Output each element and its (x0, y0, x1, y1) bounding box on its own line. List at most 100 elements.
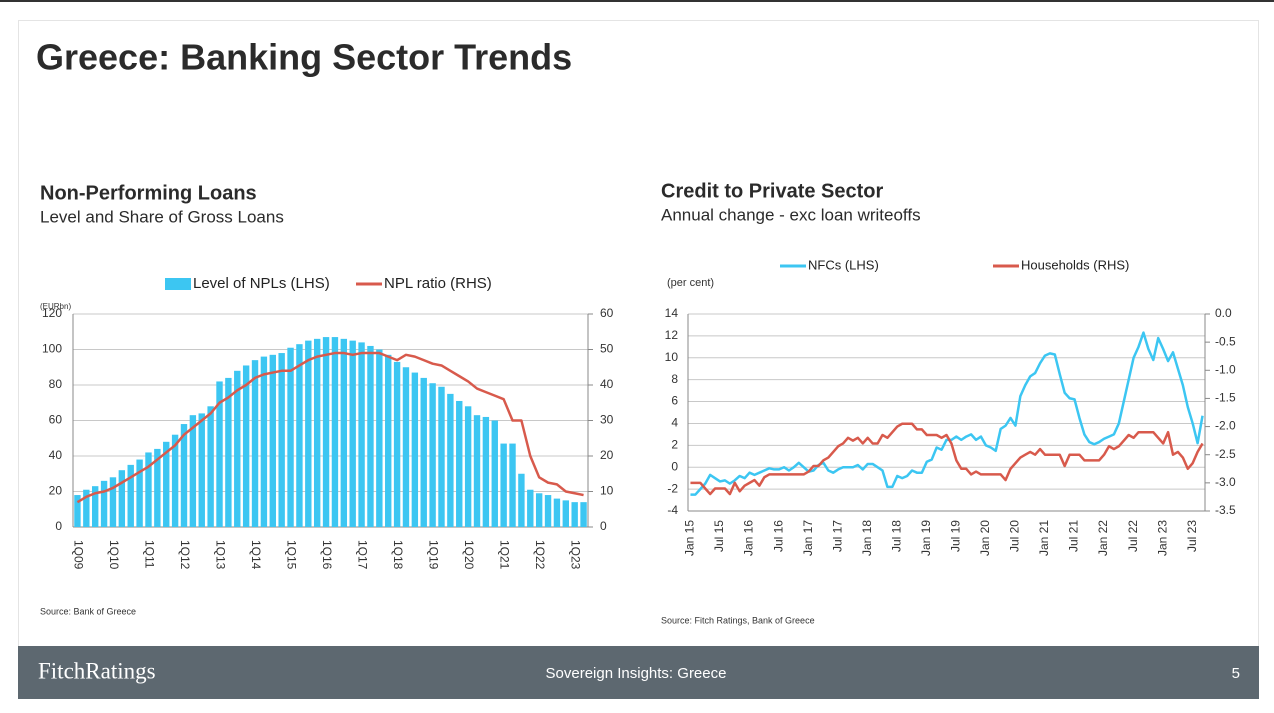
x-tick-label: Jan 19 (919, 520, 933, 556)
legend-label: NFCs (LHS) (808, 257, 879, 272)
bar (118, 470, 126, 527)
axis-unit: (EURbn) (40, 302, 71, 311)
source: Source: Bank of Greece (40, 606, 136, 616)
bar (544, 495, 552, 527)
y2-tick-label: 40 (600, 377, 614, 391)
y2-tick-label: -3.5 (1215, 503, 1236, 517)
x-tick-label: Jan 15 (683, 520, 697, 556)
bar (385, 354, 392, 527)
chart-subtitle: Level and Share of Gross Loans (40, 207, 284, 226)
bar (376, 349, 383, 527)
source: Source: Fitch Ratings, Bank of Greece (661, 615, 815, 625)
y-tick-label: 2 (671, 438, 678, 452)
bar (411, 372, 419, 527)
x-tick-label: Jul 22 (1126, 520, 1140, 552)
bar (136, 459, 143, 527)
y-tick-label: 100 (42, 342, 62, 356)
x-tick-label: 1Q14 (249, 540, 263, 570)
bar (429, 383, 436, 527)
y2-tick-label: -1.5 (1215, 391, 1236, 405)
y2-tick-label: -2.0 (1215, 419, 1236, 433)
legend-swatch (165, 278, 191, 290)
bar (269, 354, 276, 527)
chart-title: Non-Performing Loans (40, 182, 257, 204)
x-tick-label: Jan 21 (1037, 520, 1051, 556)
x-tick-label: 1Q09 (71, 540, 85, 570)
bar (535, 493, 543, 527)
y-tick-label: 14 (665, 306, 679, 320)
y-tick-label: 80 (49, 377, 63, 391)
bar (447, 393, 454, 527)
y-tick-label: 0 (55, 519, 62, 533)
bar (109, 477, 117, 527)
y2-tick-label: 30 (600, 413, 614, 427)
bar (349, 340, 356, 527)
y2-tick-label: 0.0 (1215, 306, 1232, 320)
footer-text: Sovereign Insights: Greece (546, 665, 727, 682)
bar (562, 500, 569, 527)
bar (171, 434, 179, 527)
x-tick-label: 1Q10 (107, 540, 121, 570)
y-tick-label: 10 (665, 350, 679, 364)
y-tick-label: 20 (49, 484, 63, 498)
x-tick-label: Jul 17 (830, 520, 844, 552)
bar (340, 338, 348, 527)
bar (242, 365, 250, 527)
y-tick-label: 6 (671, 394, 678, 408)
x-tick-label: Jul 15 (712, 520, 726, 552)
x-tick-label: 1Q18 (391, 540, 405, 570)
bar (83, 489, 90, 527)
bar (553, 498, 561, 527)
bar (322, 337, 330, 527)
y-tick-label: 4 (671, 416, 678, 430)
bar (260, 356, 268, 527)
bar (216, 381, 223, 527)
y2-tick-label: 20 (600, 448, 614, 462)
line (690, 422, 1204, 496)
y2-tick-label: -1.0 (1215, 362, 1236, 376)
bar (402, 367, 410, 527)
bar (225, 377, 232, 527)
x-tick-label: Jul 21 (1067, 520, 1081, 552)
bar (331, 337, 339, 527)
y2-tick-label: -3.0 (1215, 475, 1236, 489)
x-tick-label: Jul 16 (771, 520, 785, 552)
y-tick-label: 120 (42, 306, 62, 320)
legend-label: Households (RHS) (1021, 257, 1129, 272)
x-tick-label: 1Q13 (213, 540, 227, 570)
logo: FitchRatings (38, 658, 156, 683)
legend-label: NPL ratio (RHS) (384, 275, 492, 292)
bar (154, 448, 161, 527)
bar (580, 502, 587, 527)
bar (456, 400, 463, 527)
x-tick-label: 1Q21 (497, 540, 511, 570)
y2-tick-label: 60 (600, 306, 614, 320)
x-tick-label: 1Q19 (426, 540, 440, 570)
axis-unit: (per cent) (667, 277, 714, 289)
y-tick-label: 8 (671, 372, 678, 386)
bar (127, 464, 134, 527)
bar (571, 502, 578, 527)
bar (527, 489, 534, 527)
y-tick-label: 60 (49, 413, 63, 427)
bar (305, 340, 312, 527)
bar (287, 347, 294, 527)
x-tick-label: Jan 23 (1155, 520, 1169, 556)
bar (473, 415, 481, 527)
bar (509, 443, 516, 527)
bar (180, 424, 188, 527)
line (76, 351, 584, 504)
x-tick-label: Jan 17 (801, 520, 815, 556)
bar (296, 344, 303, 527)
x-tick-label: Jan 18 (860, 520, 874, 556)
y2-tick-label: 0 (600, 519, 607, 533)
y2-tick-label: 50 (600, 342, 614, 356)
y-tick-label: 0 (671, 459, 678, 473)
x-tick-label: 1Q15 (284, 540, 298, 570)
bar (189, 415, 197, 527)
y2-tick-label: -0.5 (1215, 334, 1236, 348)
bar (358, 342, 365, 527)
page-number: 5 (1232, 665, 1240, 682)
bar (393, 361, 401, 527)
